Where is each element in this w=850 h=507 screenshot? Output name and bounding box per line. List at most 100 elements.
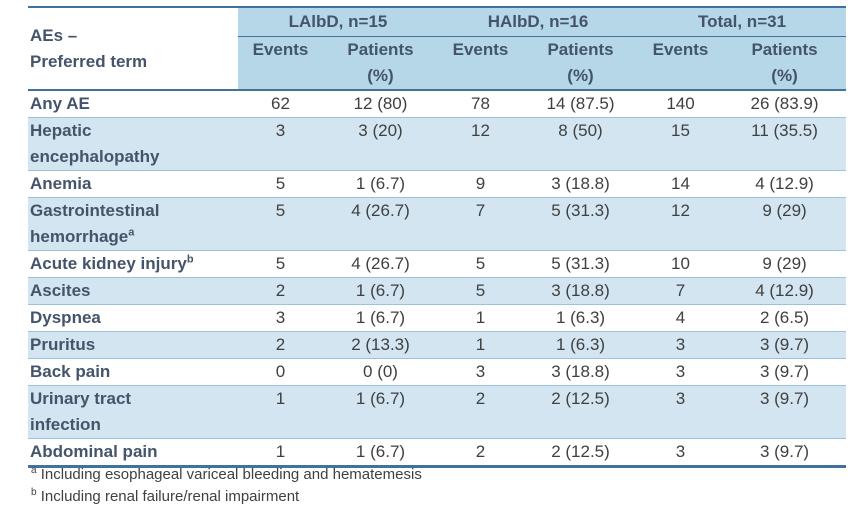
term-label: Acute kidney injury <box>30 254 187 273</box>
patients-cell: 26 (83.9) <box>723 90 847 118</box>
events-cell: 2 <box>238 331 323 359</box>
events-cell: 7 <box>438 197 523 251</box>
term-label: Pruritus <box>30 335 96 354</box>
patients-cell: 12 (80) <box>323 90 438 118</box>
patients-cell: 3 (18.8) <box>523 170 639 198</box>
column-header-patients: Patients (%) <box>323 36 438 91</box>
events-cell: 1 <box>438 304 523 332</box>
table-row: Gastrointestinal hemorrhagea 5 4 (26.7) … <box>28 197 847 251</box>
group-header-haibd: HAlbD, n=16 <box>438 6 639 37</box>
patients-cell: 2 (13.3) <box>323 331 438 359</box>
term-cell: Hepatic encephalopathy <box>28 117 238 171</box>
patients-cell: 9 (29) <box>723 197 847 251</box>
footnotes: a Including esophageal variceal bleeding… <box>31 464 422 507</box>
term-cell: Ascites <box>28 277 238 305</box>
patients-cell: 2 (6.5) <box>723 304 847 332</box>
column-header-patients: Patients (%) <box>723 36 847 91</box>
term-label: Back pain <box>30 362 111 381</box>
patients-cell: 0 (0) <box>323 358 438 386</box>
patients-cell: 3 (9.7) <box>723 358 847 386</box>
patients-cell: 3 (9.7) <box>723 385 847 439</box>
term-label: Gastrointestinal hemorrhage <box>30 201 160 246</box>
events-cell: 4 <box>638 304 724 332</box>
patients-cell: 1 (6.7) <box>323 385 438 439</box>
events-cell: 3 <box>638 385 724 439</box>
patients-cell: 4 (12.9) <box>723 170 847 198</box>
column-header-events: Events <box>238 36 323 91</box>
patients-cell: 5 (31.3) <box>523 197 639 251</box>
patients-cell: 3 (18.8) <box>523 277 639 305</box>
patients-cell: 4 (26.7) <box>323 250 438 278</box>
column-header-patients: Patients (%) <box>523 36 639 91</box>
events-cell: 5 <box>438 277 523 305</box>
patients-cell: 5 (31.3) <box>523 250 639 278</box>
term-superscript: b <box>186 253 194 266</box>
events-cell: 3 <box>638 358 724 386</box>
term-cell: Abdominal pain <box>28 438 238 468</box>
adverse-events-table: AEs – Preferred term LAlbD, n=15 HAlbD, … <box>28 6 847 468</box>
events-cell: 2 <box>438 438 523 468</box>
patients-cell: 3 (9.7) <box>723 331 847 359</box>
events-cell: 14 <box>638 170 724 198</box>
patients-cell: 4 (26.7) <box>323 197 438 251</box>
patients-cell: 2 (12.5) <box>523 385 639 439</box>
table-row: Dyspnea 3 1 (6.7) 1 1 (6.3) 4 2 (6.5) <box>28 304 847 332</box>
footnote-b-marker: b <box>31 487 37 498</box>
term-label: Urinary tract infection <box>30 389 132 434</box>
table-row: Hepatic encephalopathy 3 3 (20) 12 8 (50… <box>28 117 847 171</box>
events-cell: 10 <box>638 250 724 278</box>
term-cell: Gastrointestinal hemorrhagea <box>28 197 238 251</box>
group-header-row: AEs – Preferred term LAlbD, n=15 HAlbD, … <box>28 6 847 91</box>
events-cell: 2 <box>238 277 323 305</box>
footnote-a: a Including esophageal variceal bleeding… <box>31 464 422 486</box>
events-cell: 5 <box>438 250 523 278</box>
footnote-b: b Including renal failure/renal impairme… <box>31 486 422 507</box>
sub-header-row: Events Patients (%) Events Patients (%) … <box>28 36 847 91</box>
table-row: Urinary tract infection 1 1 (6.7) 2 2 (1… <box>28 385 847 439</box>
term-cell: Any AE <box>28 90 238 118</box>
group-header-total: Total, n=31 <box>638 6 847 37</box>
term-superscript: a <box>128 226 135 239</box>
patients-cell: 1 (6.7) <box>323 438 438 468</box>
events-cell: 3 <box>238 117 323 171</box>
term-label: Dyspnea <box>30 308 101 327</box>
column-header-events: Events <box>438 36 523 91</box>
term-cell: Urinary tract infection <box>28 385 238 439</box>
table-row: Anemia 5 1 (6.7) 9 3 (18.8) 14 4 (12.9) <box>28 170 847 198</box>
patients-cell: 11 (35.5) <box>723 117 847 171</box>
footnote-a-marker: a <box>31 465 37 476</box>
table-row: Ascites 2 1 (6.7) 5 3 (18.8) 7 4 (12.9) <box>28 277 847 305</box>
events-cell: 5 <box>238 197 323 251</box>
term-label: Abdominal pain <box>30 442 158 461</box>
table-row: Abdominal pain 1 1 (6.7) 2 2 (12.5) 3 3 … <box>28 438 847 468</box>
events-cell: 5 <box>238 250 323 278</box>
events-cell: 5 <box>238 170 323 198</box>
events-cell: 1 <box>438 331 523 359</box>
events-cell: 12 <box>638 197 724 251</box>
patients-cell: 1 (6.7) <box>323 277 438 305</box>
table-body: Any AE 62 12 (80) 78 14 (87.5) 140 26 (8… <box>28 90 847 468</box>
footnote-b-text: Including renal failure/renal impairment <box>40 488 300 505</box>
events-cell: 3 <box>638 438 724 468</box>
patients-cell: 1 (6.3) <box>523 331 639 359</box>
term-cell: Anemia <box>28 170 238 198</box>
term-label: Any AE <box>30 94 90 113</box>
footnote-a-text: Including esophageal variceal bleeding a… <box>40 466 422 483</box>
patients-cell: 3 (9.7) <box>723 438 847 468</box>
column-header-events: Events <box>638 36 724 91</box>
patients-cell: 3 (18.8) <box>523 358 639 386</box>
events-cell: 78 <box>438 90 523 118</box>
events-cell: 15 <box>638 117 724 171</box>
patients-cell: 8 (50) <box>523 117 639 171</box>
table-header: AEs – Preferred term LAlbD, n=15 HAlbD, … <box>28 6 847 91</box>
events-cell: 12 <box>438 117 523 171</box>
patients-cell: 3 (20) <box>323 117 438 171</box>
column-header-preferred-term: AEs – Preferred term <box>28 6 238 91</box>
events-cell: 1 <box>238 438 323 468</box>
events-cell: 0 <box>238 358 323 386</box>
events-cell: 1 <box>238 385 323 439</box>
events-cell: 3 <box>438 358 523 386</box>
group-header-laibd: LAlbD, n=15 <box>238 6 438 37</box>
term-label: Anemia <box>30 174 92 193</box>
patients-cell: 9 (29) <box>723 250 847 278</box>
